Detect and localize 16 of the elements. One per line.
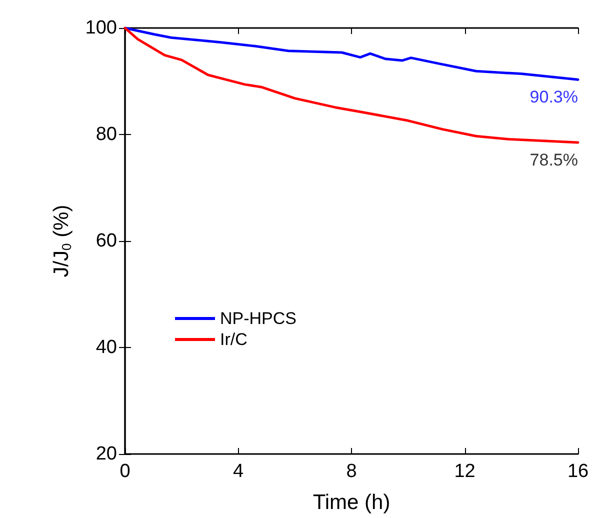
- y-axis-title: J/J0 (%): [50, 204, 74, 278]
- y-tick-label: 100: [85, 18, 117, 38]
- y-tick-label: 20: [96, 444, 117, 464]
- x-tick-label: 16: [567, 461, 589, 482]
- legend-label: Ir/C: [220, 330, 248, 349]
- x-tick-label: 4: [232, 461, 244, 482]
- x-tick-label: 0: [120, 461, 130, 482]
- x-tick-label: 8: [346, 461, 357, 482]
- y-tick-label: 40: [96, 337, 117, 358]
- legend-label: NP-HPCS: [220, 309, 297, 328]
- y-tick-label: 80: [96, 124, 117, 145]
- annotation: 90.3%: [530, 88, 578, 107]
- y-tick-label: 60: [96, 230, 117, 252]
- annotation: 78.5%: [530, 150, 578, 170]
- x-axis-title: Time (h): [312, 491, 390, 514]
- x-tick-label: 12: [454, 461, 476, 482]
